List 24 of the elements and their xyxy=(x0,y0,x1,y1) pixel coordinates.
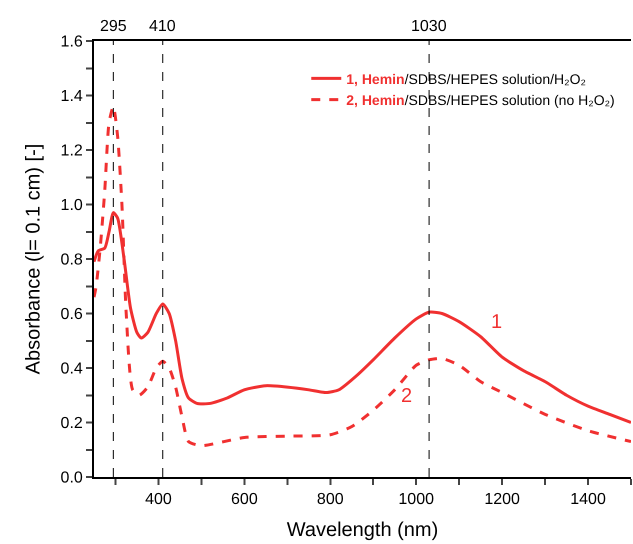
y-tick-label: 1.4 xyxy=(60,88,83,106)
y-axis-title: Absorbance (l= 0.1 cm) [-] xyxy=(22,144,45,374)
x-tick-label: 600 xyxy=(231,491,258,508)
y-tick-label: 0.0 xyxy=(60,470,83,487)
x-tick-label: 400 xyxy=(145,491,172,508)
annotation: 1 xyxy=(491,311,502,333)
x-axis-title: Wavelength (nm) xyxy=(286,519,438,542)
x-tick-label: 1200 xyxy=(484,491,520,508)
ref-line-label: 410 xyxy=(149,18,176,35)
ref-line-label: 1030 xyxy=(411,18,447,35)
ref-line-label: 295 xyxy=(100,18,127,35)
legend-label: 2, Hemin/SDBS/HEPES solution (no H₂O₂) xyxy=(346,92,615,108)
y-tick-label: 0.4 xyxy=(60,360,83,378)
x-tick-label: 1000 xyxy=(398,491,434,508)
x-tick-label: 800 xyxy=(316,491,344,508)
legend-label: 1, Hemin/SDBS/HEPES solution/H₂O₂ xyxy=(346,70,586,87)
x-tick-label: 1400 xyxy=(570,491,606,508)
y-tick-label: 1.0 xyxy=(60,197,83,214)
y-tick-label: 0.6 xyxy=(60,306,83,324)
y-tick-label: 1.6 xyxy=(60,34,83,51)
y-tick-label: 1.2 xyxy=(60,142,83,160)
y-tick-label: 0.8 xyxy=(60,252,83,269)
y-tick-label: 0.2 xyxy=(60,415,83,432)
annotation: 2 xyxy=(401,385,412,407)
